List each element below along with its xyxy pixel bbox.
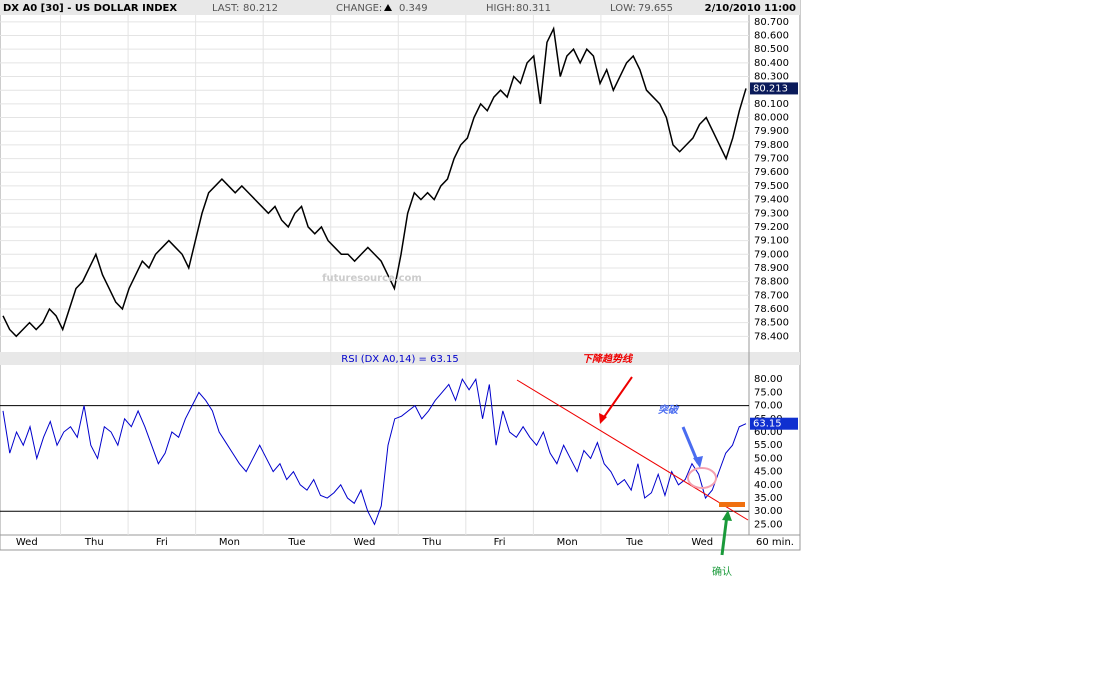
y-tick-label: 60.00: [754, 427, 783, 438]
high-label: HIGH:: [486, 3, 515, 14]
last-value: 63.15: [753, 419, 782, 430]
y-tick-label: 79.100: [754, 236, 789, 247]
y-tick-label: 78.400: [754, 331, 789, 342]
x-tick-label: Mon: [557, 537, 578, 548]
x-tick-label: Tue: [287, 537, 305, 548]
series-line: [2, 26, 747, 338]
arrow-head: [722, 510, 732, 521]
y-tick-label: 78.700: [754, 290, 789, 301]
y-tick-label: 40.00: [754, 480, 783, 491]
arrow: [601, 376, 633, 421]
arrow: [720, 514, 729, 556]
arrow-head: [693, 456, 703, 468]
y-tick-label: 78.800: [754, 277, 789, 288]
trend-line: [516, 379, 749, 521]
symbol: DX A0 [30] - US DOLLAR INDEX: [3, 3, 177, 14]
y-tick-label: 80.100: [754, 99, 789, 110]
arrow: [681, 426, 700, 464]
y-tick-label: 25.00: [754, 519, 783, 530]
y-tick-label: 79.700: [754, 154, 789, 165]
trend-note: 下降趋势线: [582, 353, 634, 365]
y-tick-label: 55.00: [754, 440, 783, 451]
y-tick-label: 35.00: [754, 493, 783, 504]
x-tick-label: Fri: [494, 537, 506, 548]
y-tick-label: 70.00: [754, 401, 783, 412]
change: 0.349: [399, 3, 428, 14]
x-tick-label: Fri: [156, 537, 168, 548]
y-tick-label: 80.000: [754, 113, 789, 124]
x-tick-label: Tue: [625, 537, 643, 548]
confirm-note: 确认: [712, 565, 732, 578]
y-tick-label: 80.00: [754, 374, 783, 385]
last-box: [750, 417, 798, 430]
y-tick-label: 79.800: [754, 140, 789, 151]
y-tick-label: 80.700: [754, 17, 789, 28]
series-line: [2, 377, 747, 526]
y-tick-label: 78.500: [754, 318, 789, 329]
y-tick-label: 30.00: [754, 506, 783, 517]
x-tick-label: Wed: [16, 537, 38, 548]
y-tick-label: 79.400: [754, 195, 789, 206]
confirm-mark: [719, 502, 745, 507]
y-tick-label: 78.900: [754, 263, 789, 274]
break-circle: [687, 467, 717, 489]
header-bar: [0, 0, 800, 15]
x-tick-label: Mon: [219, 537, 240, 548]
y-tick-label: 80.300: [754, 72, 789, 83]
y-tick-label: 79.900: [754, 126, 789, 137]
y-tick-label: 79.200: [754, 222, 789, 233]
last-box: [750, 82, 798, 95]
y-tick-label: 80.400: [754, 58, 789, 69]
x-tick-label: Thu: [84, 537, 104, 548]
last-value: 80.213: [753, 83, 788, 94]
up-icon: [384, 4, 392, 11]
rsi-bar: [0, 352, 800, 365]
last: 80.212: [243, 3, 278, 14]
rsi-title: RSI (DX A0,14) = 63.15: [341, 354, 458, 365]
y-tick-label: 79.500: [754, 181, 789, 192]
x-tick-label: Wed: [354, 537, 376, 548]
arrow-head: [599, 413, 607, 424]
y-tick-label: 79.000: [754, 249, 789, 260]
x-tick-label: Wed: [691, 537, 713, 548]
frame: [0, 0, 801, 551]
y-tick-label: 80.600: [754, 31, 789, 42]
last-label: LAST:: [212, 3, 239, 14]
y-tick-label: 75.00: [754, 387, 783, 398]
x-tick-label: Thu: [422, 537, 442, 548]
y-tick-label: 79.600: [754, 167, 789, 178]
low-label: LOW:: [610, 3, 636, 14]
interval: 60 min.: [756, 537, 794, 548]
watermark: futuresource.com: [322, 273, 422, 284]
high: 80.311: [516, 3, 551, 14]
change-label: CHANGE:: [336, 3, 382, 14]
y-tick-label: 45.00: [754, 467, 783, 478]
y-tick-label: 78.600: [754, 304, 789, 315]
datetime: 2/10/2010 11:00: [705, 3, 796, 14]
y-tick-label: 50.00: [754, 453, 783, 464]
low: 79.655: [638, 3, 673, 14]
break-note: 突破: [658, 404, 680, 416]
y-tick-label: 80.500: [754, 44, 789, 55]
y-tick-label: 79.300: [754, 208, 789, 219]
